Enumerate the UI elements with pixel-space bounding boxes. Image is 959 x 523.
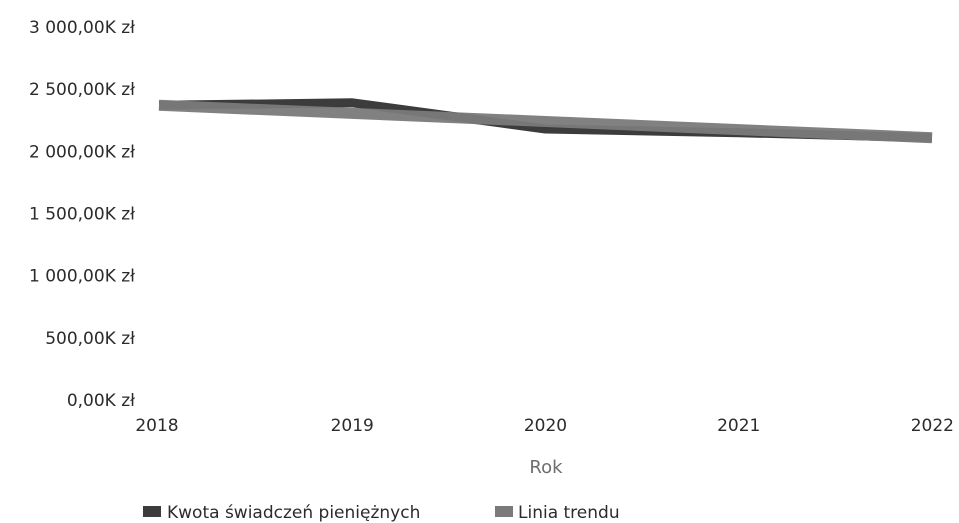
y-tick-label: 2 500,00K zł bbox=[29, 80, 135, 100]
y-tick-label: 500,00K zł bbox=[45, 329, 135, 349]
legend-label-kwota: Kwota świadczeń pieniężnych bbox=[167, 503, 420, 523]
x-tick-label: 2019 bbox=[331, 416, 374, 436]
y-tick-label: 1 000,00K zł bbox=[29, 267, 135, 287]
y-tick-label: 0,00K zł bbox=[67, 391, 135, 411]
legend: Kwota świadczeń pieniężnych Linia trendu bbox=[143, 503, 620, 523]
x-tick-label: 2018 bbox=[135, 416, 178, 436]
series-layer bbox=[158, 98, 933, 144]
x-tick-label: 2021 bbox=[717, 416, 760, 436]
legend-swatch-kwota bbox=[143, 506, 161, 517]
x-axis-title: Rok bbox=[529, 457, 563, 478]
x-tick-label: 2020 bbox=[524, 416, 567, 436]
y-tick-label: 3 000,00K zł bbox=[29, 18, 135, 38]
y-tick-label: 1 500,00K zł bbox=[29, 205, 135, 225]
y-axis: 0,00K zł 500,00K zł 1 000,00K zł 1 500,00K … bbox=[29, 18, 135, 411]
y-tick-label: 2 000,00K zł bbox=[29, 142, 135, 162]
x-tick-label: 2022 bbox=[911, 416, 954, 436]
legend-label-trend: Linia trendu bbox=[518, 503, 620, 523]
x-axis: 2018 2019 2020 2021 2022 bbox=[135, 416, 954, 436]
legend-swatch-trend bbox=[495, 506, 513, 517]
